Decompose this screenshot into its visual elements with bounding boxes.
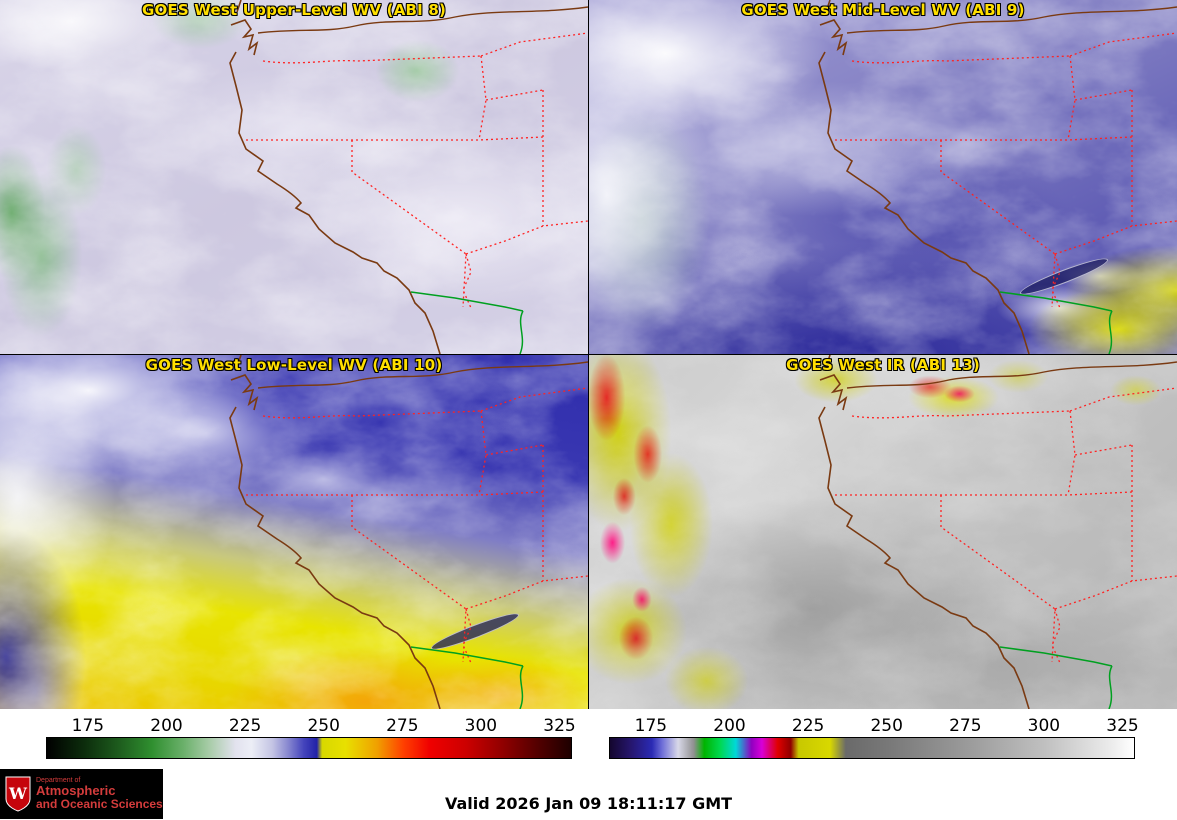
colorbar-tick-label: 250	[870, 716, 903, 736]
colorbar-tick-label: 275	[386, 716, 419, 736]
map-overlay	[818, 0, 1177, 354]
ir-colorbar-ticks: 175 200 225 250 275 300 325	[609, 709, 1139, 737]
logo-line-department: Department of	[36, 776, 81, 784]
logo-line-atmospheric: Atmospheric	[36, 783, 116, 799]
colorbar-tick-label: 175	[71, 716, 105, 736]
colorbar-tick-label: 300	[1027, 716, 1061, 736]
uw-aos-logo: W Department of Atmospheric and Oceanic …	[0, 769, 163, 819]
footer: W Department of Atmospheric and Oceanic …	[0, 769, 1177, 820]
wv-colorbar-group: 175 200 225 250 275 300 325	[0, 709, 589, 769]
colorbar-tick-label: 275	[949, 716, 982, 736]
panel-ir: GOES West IR (ABI 13)	[589, 355, 1177, 709]
colorbar-tick-label: 225	[228, 716, 262, 736]
crest-letter: W	[8, 784, 28, 803]
colorbar-tick-label: 225	[791, 716, 825, 736]
panel-title-low-wv: GOES West Low-Level WV (ABI 10)	[145, 356, 443, 374]
colorbar-tick-label: 200	[713, 716, 746, 736]
panel-title-upper-wv: GOES West Upper-Level WV (ABI 8)	[141, 1, 447, 19]
colorbar-tick-label: 200	[150, 716, 183, 736]
wv-colorbar	[46, 737, 572, 759]
logo-text: Department of Atmospheric and Oceanic Sc…	[36, 777, 163, 812]
valid-timestamp: Valid 2026 Jan 09 18:11:17 GMT	[444, 794, 733, 813]
ir-colorbar	[609, 737, 1135, 759]
panel-low-level-wv: GOES West Low-Level WV (ABI 10)	[0, 355, 588, 709]
ir-colorbar-group: 175 200 225 250 275 300 325	[589, 709, 1177, 769]
panel-mid-level-wv: GOES West Mid-Level WV (ABI 9)	[589, 0, 1177, 354]
colorbar-tick-label: 325	[1106, 716, 1139, 736]
panel-title-mid-wv: GOES West Mid-Level WV (ABI 9)	[741, 1, 1025, 19]
colorbar-section: 175 200 225 250 275 300 325 175 200 225 …	[0, 709, 1177, 769]
panel-upper-level-wv: GOES West Upper-Level WV (ABI 8)	[0, 0, 588, 354]
wv-colorbar-ticks: 175 200 225 250 275 300 325	[46, 709, 576, 737]
colorbar-tick-label: 300	[464, 716, 498, 736]
satellite-panel-grid: GOES West Upper-Level WV (ABI 8) GOES We…	[0, 0, 1177, 709]
colorbar-tick-label: 250	[307, 716, 340, 736]
logo-line-oceanic: and Oceanic Sciences	[36, 797, 163, 812]
colorbar-tick-label: 175	[634, 716, 668, 736]
map-overlay	[229, 355, 588, 709]
map-overlay	[229, 0, 588, 354]
panel-title-ir: GOES West IR (ABI 13)	[786, 356, 980, 374]
map-overlay	[818, 355, 1177, 709]
colorbar-tick-label: 325	[543, 716, 576, 736]
uw-crest-icon: W	[5, 776, 31, 812]
